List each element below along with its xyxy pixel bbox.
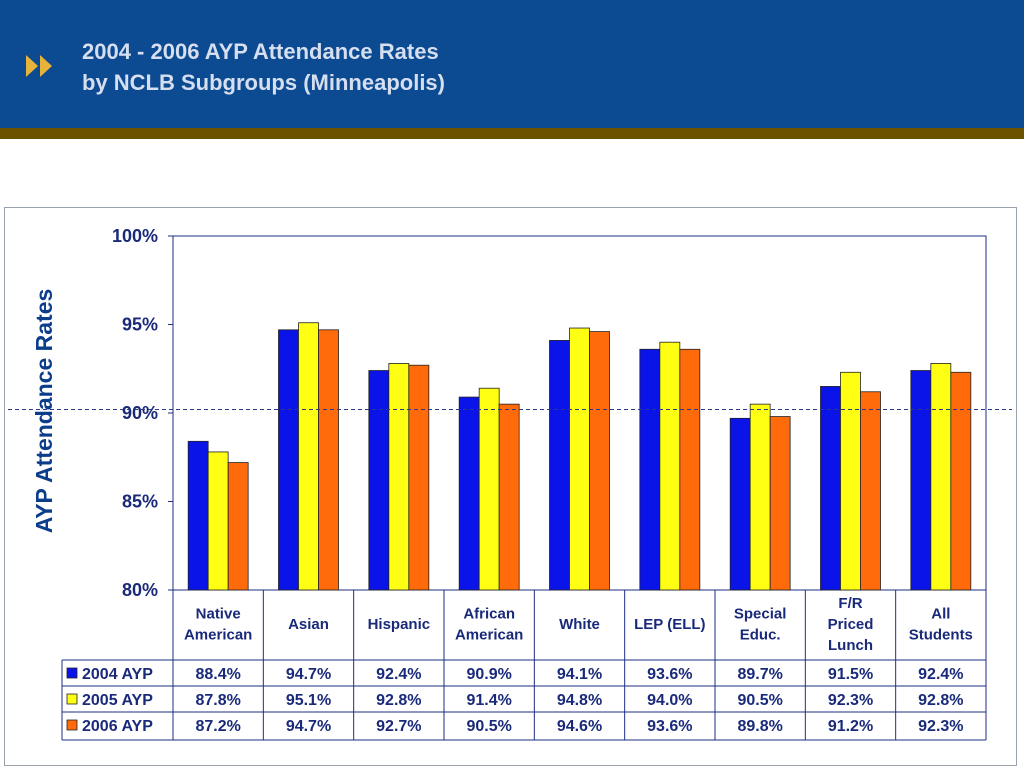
legend-swatch [66, 693, 78, 705]
legend-label: 2005 AYP [82, 692, 153, 709]
bar [860, 391, 881, 591]
data-label: 94.0% [647, 692, 692, 709]
y-tick-label: 80% [122, 580, 158, 600]
bar [368, 370, 390, 591]
data-label: 93.6% [647, 666, 692, 683]
data-label: 88.4% [195, 666, 240, 683]
legend-label: 2004 AYP [82, 666, 153, 683]
header-stripe [0, 128, 1024, 139]
bar [227, 462, 249, 591]
bar [910, 370, 932, 591]
bar [820, 386, 841, 591]
data-label: 92.3% [918, 718, 963, 735]
data-label: 92.4% [918, 666, 963, 683]
bar [769, 416, 791, 591]
data-label: 91.4% [466, 692, 511, 709]
data-label: 89.7% [737, 666, 782, 683]
y-tick-label: 95% [122, 315, 158, 335]
chart-frame [4, 207, 1017, 766]
bar [950, 371, 972, 591]
bar [679, 348, 701, 591]
y-tick-label: 100% [112, 226, 158, 246]
slide-title: 2004 - 2006 AYP Attendance Rates by NCLB… [82, 36, 445, 98]
data-label: 90.5% [466, 718, 511, 735]
data-label: 91.5% [828, 666, 873, 683]
category-label: Hispanic [368, 616, 431, 633]
data-label: 93.6% [647, 718, 692, 735]
category-label: African American [455, 606, 523, 644]
bar [639, 348, 661, 591]
data-label: 92.8% [376, 692, 421, 709]
bar [549, 340, 570, 591]
legend-swatch [66, 719, 78, 731]
y-axis-title: AYP Attendance Rates [31, 289, 57, 534]
data-label: 92.3% [828, 692, 873, 709]
double-chevron-right-icon [26, 55, 54, 82]
bar [840, 371, 861, 591]
category-label: All Students [909, 606, 973, 644]
category-label: F/R Priced Lunch [828, 595, 874, 654]
data-label: 90.5% [737, 692, 782, 709]
data-label: 89.8% [737, 718, 782, 735]
data-label: 90.9% [466, 666, 511, 683]
data-label: 92.7% [376, 718, 421, 735]
data-label: 87.2% [195, 718, 240, 735]
category-label: Special Educ. [734, 606, 787, 644]
data-label: 94.6% [557, 718, 602, 735]
data-label: 91.2% [828, 718, 873, 735]
bar [589, 331, 610, 591]
bar [749, 403, 771, 591]
bar [408, 364, 430, 591]
category-label: Asian [288, 616, 329, 633]
bar [498, 403, 520, 591]
legend-label: 2006 AYP [82, 718, 153, 735]
bar [729, 417, 751, 591]
header-band [0, 0, 1024, 128]
bar [478, 387, 500, 591]
y-tick-label: 85% [122, 492, 158, 512]
title-line-1: 2004 - 2006 AYP Attendance Rates [82, 39, 439, 64]
data-label: 92.8% [918, 692, 963, 709]
bar [298, 322, 319, 591]
legend-swatch [66, 667, 78, 679]
y-tick-label: 90% [122, 403, 158, 423]
data-label: 94.1% [557, 666, 602, 683]
bar [458, 396, 480, 591]
bar [318, 329, 339, 591]
bar [930, 363, 952, 591]
category-label: White [559, 616, 600, 633]
data-label: 94.7% [286, 666, 331, 683]
data-label: 95.1% [286, 692, 331, 709]
bar [187, 440, 209, 591]
category-label: LEP (ELL) [634, 616, 705, 633]
data-label: 87.8% [195, 692, 240, 709]
title-line-2: by NCLB Subgroups (Minneapolis) [82, 70, 445, 95]
data-label: 92.4% [376, 666, 421, 683]
bar [278, 329, 299, 591]
bar [388, 363, 410, 591]
bar [659, 341, 681, 591]
data-label: 94.8% [557, 692, 602, 709]
bar [569, 327, 590, 591]
data-label: 94.7% [286, 718, 331, 735]
category-label: Native American [184, 606, 252, 644]
bar [207, 451, 229, 591]
